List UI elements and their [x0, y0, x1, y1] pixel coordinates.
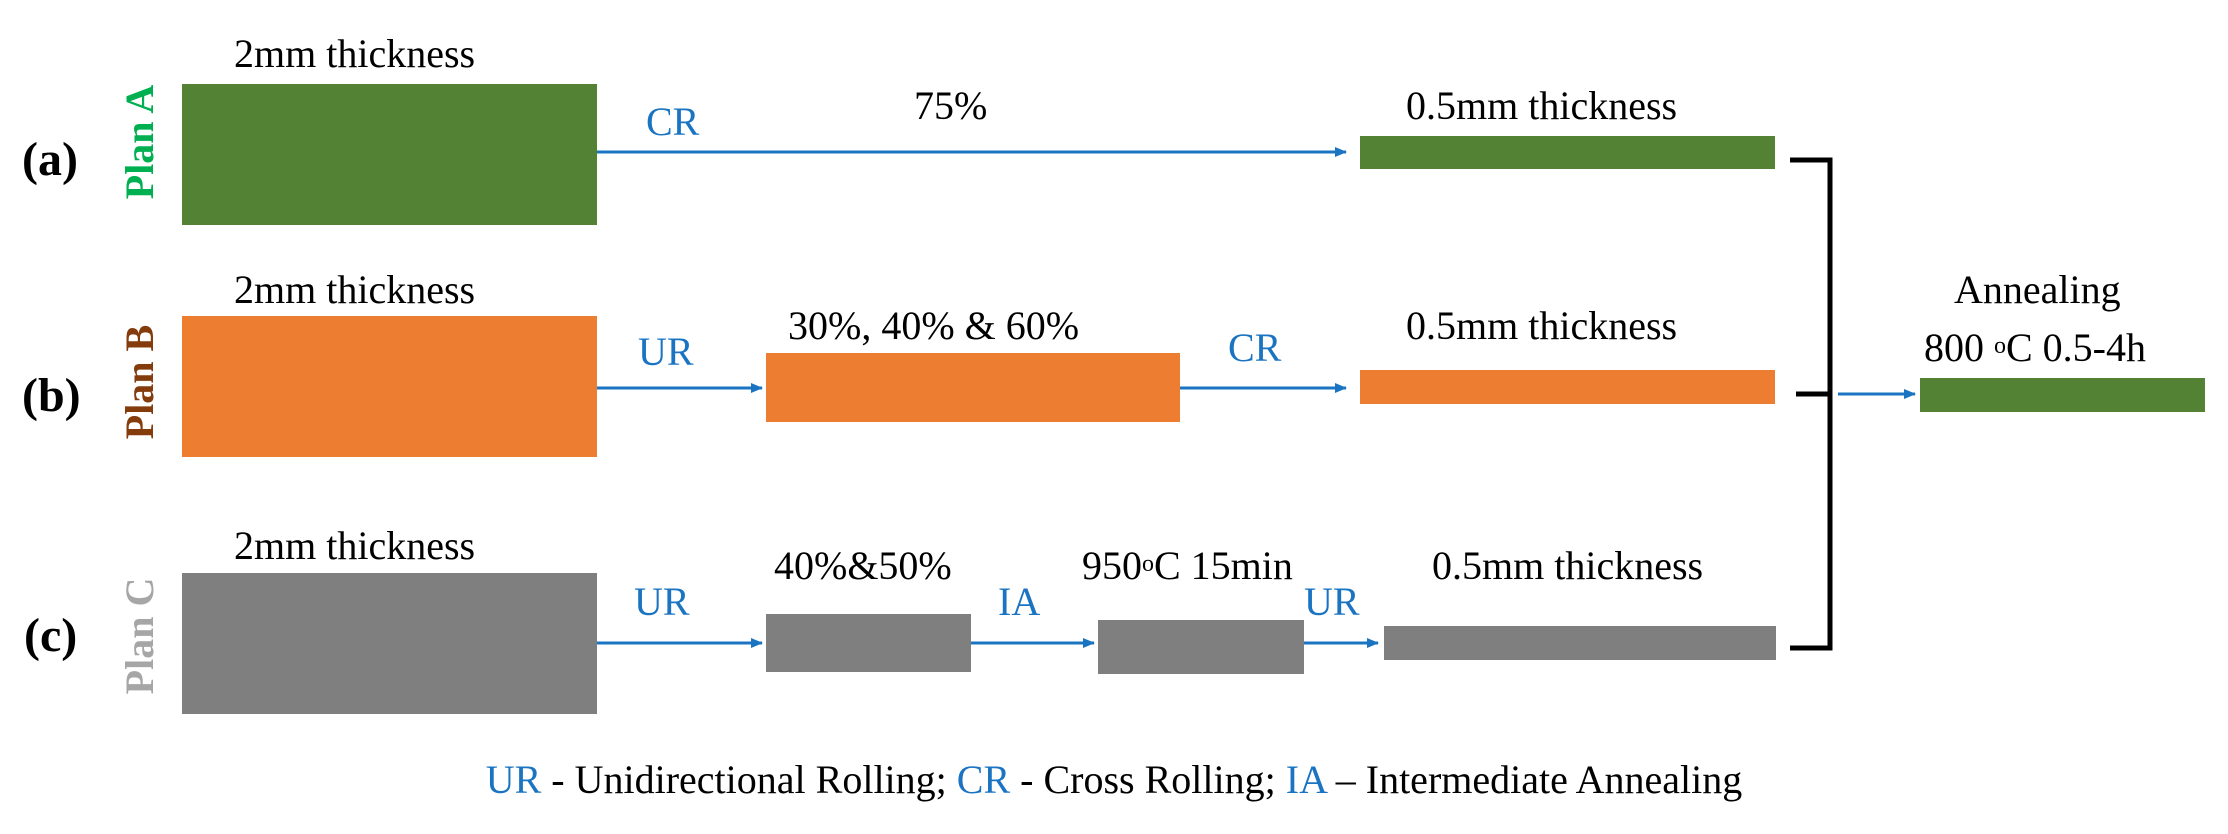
op-a-cr: CR — [646, 99, 700, 144]
start-thickness-a: 2mm thickness — [234, 31, 476, 76]
ia-condition: 950oC 15min — [1082, 543, 1293, 588]
merge-bracket — [1790, 157, 1833, 651]
legend-ur-text: - Unidirectional Rolling; — [541, 757, 957, 802]
sheet-a-end — [1360, 136, 1775, 169]
sheet-b-mid — [766, 353, 1180, 422]
row-label-a: (a) — [22, 133, 78, 186]
plan-label-a: Plan A — [117, 84, 162, 200]
start-thickness-b: 2mm thickness — [234, 267, 476, 312]
sheet-c-end — [1384, 626, 1776, 660]
row-label-b: (b) — [22, 369, 81, 422]
op-b-cr: CR — [1228, 325, 1282, 370]
legend-ia: IA — [1285, 757, 1326, 802]
annealing-condition: 800 oC 0.5-4h — [1924, 325, 2146, 370]
start-thickness-c: 2mm thickness — [234, 523, 476, 568]
legend-cr: CR — [956, 757, 1011, 802]
op-c-ur1: UR — [634, 579, 690, 624]
op-b-ur: UR — [638, 329, 694, 374]
sheet-b-end — [1360, 370, 1775, 404]
plan-label-b: Plan B — [117, 324, 162, 440]
op-c-ia: IA — [998, 579, 1041, 624]
end-thickness-a: 0.5mm thickness — [1406, 83, 1678, 128]
legend-cr-text: - Cross Rolling; — [1010, 757, 1286, 802]
sheet-c-mid1 — [766, 614, 971, 672]
plan-label-c: Plan C — [117, 577, 162, 695]
sheet-c-start — [182, 573, 597, 714]
sheet-annealed — [1920, 378, 2205, 412]
legend-ur: UR — [485, 757, 542, 802]
sheet-a-start — [182, 84, 597, 225]
reduction-a: 75% — [914, 83, 988, 128]
legend: UR - Unidirectional Rolling; CR - Cross … — [0, 760, 2228, 800]
annealing-title: Annealing — [1954, 267, 2121, 312]
op-c-ur2: UR — [1304, 579, 1360, 624]
reduction-c: 40%&50% — [774, 543, 952, 588]
end-thickness-c: 0.5mm thickness — [1432, 543, 1704, 588]
sheet-b-start — [182, 316, 597, 457]
reduction-b: 30%, 40% & 60% — [788, 303, 1080, 348]
legend-ia-text: – Intermediate Annealing — [1325, 757, 1743, 802]
end-thickness-b: 0.5mm thickness — [1406, 303, 1678, 348]
sheet-c-mid2 — [1098, 620, 1304, 674]
row-label-c: (c) — [24, 609, 78, 662]
